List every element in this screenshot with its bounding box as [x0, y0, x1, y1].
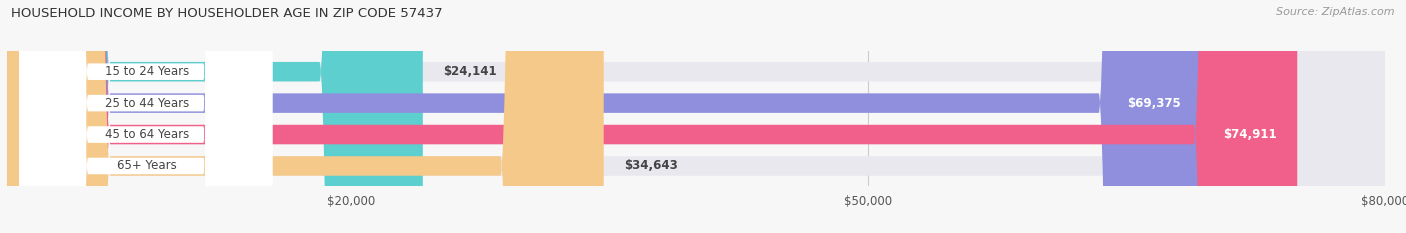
FancyBboxPatch shape — [7, 0, 1202, 233]
Text: Source: ZipAtlas.com: Source: ZipAtlas.com — [1277, 7, 1395, 17]
FancyBboxPatch shape — [7, 0, 1385, 233]
Text: 25 to 44 Years: 25 to 44 Years — [105, 97, 188, 110]
Text: $74,911: $74,911 — [1223, 128, 1277, 141]
FancyBboxPatch shape — [20, 0, 273, 233]
FancyBboxPatch shape — [7, 0, 603, 233]
FancyBboxPatch shape — [7, 0, 1385, 233]
FancyBboxPatch shape — [20, 0, 273, 233]
FancyBboxPatch shape — [7, 0, 1298, 233]
Text: $24,141: $24,141 — [443, 65, 498, 78]
FancyBboxPatch shape — [20, 0, 273, 233]
Text: HOUSEHOLD INCOME BY HOUSEHOLDER AGE IN ZIP CODE 57437: HOUSEHOLD INCOME BY HOUSEHOLDER AGE IN Z… — [11, 7, 443, 20]
FancyBboxPatch shape — [7, 0, 1385, 233]
Text: $69,375: $69,375 — [1128, 97, 1181, 110]
Text: $34,643: $34,643 — [624, 159, 678, 172]
FancyBboxPatch shape — [7, 0, 423, 233]
FancyBboxPatch shape — [20, 0, 273, 233]
Text: 45 to 64 Years: 45 to 64 Years — [105, 128, 188, 141]
Text: 15 to 24 Years: 15 to 24 Years — [105, 65, 188, 78]
Text: 65+ Years: 65+ Years — [117, 159, 177, 172]
FancyBboxPatch shape — [7, 0, 1385, 233]
